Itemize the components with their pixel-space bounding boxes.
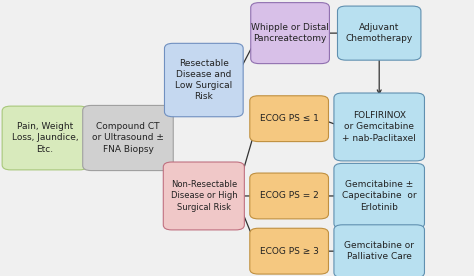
FancyBboxPatch shape	[250, 228, 328, 274]
FancyBboxPatch shape	[250, 173, 328, 219]
Text: Resectable
Disease and
Low Surgical
Risk: Resectable Disease and Low Surgical Risk	[175, 59, 232, 101]
FancyBboxPatch shape	[334, 225, 424, 276]
FancyBboxPatch shape	[334, 163, 424, 229]
FancyBboxPatch shape	[164, 43, 243, 117]
FancyBboxPatch shape	[337, 6, 421, 60]
Text: ECOG PS = 2: ECOG PS = 2	[260, 192, 319, 200]
Text: FOLFIRINOX
or Gemcitabine
+ nab-Paclitaxel: FOLFIRINOX or Gemcitabine + nab-Paclitax…	[342, 111, 416, 143]
FancyBboxPatch shape	[250, 96, 328, 142]
Text: ECOG PS ≥ 3: ECOG PS ≥ 3	[260, 247, 319, 256]
Text: Non-Resectable
Disease or High
Surgical Risk: Non-Resectable Disease or High Surgical …	[171, 180, 237, 212]
Text: ECOG PS ≤ 1: ECOG PS ≤ 1	[260, 114, 319, 123]
Text: Adjuvant
Chemotherapy: Adjuvant Chemotherapy	[346, 23, 413, 43]
Text: Gemcitabine ±
Capecitabine  or
Erlotinib: Gemcitabine ± Capecitabine or Erlotinib	[342, 180, 417, 212]
Text: Whipple or Distal
Pancreatectomy: Whipple or Distal Pancreatectomy	[251, 23, 329, 43]
Text: Pain, Weight
Loss, Jaundice,
Etc.: Pain, Weight Loss, Jaundice, Etc.	[12, 122, 78, 154]
Text: Compound CT
or Ultrasound ±
FNA Biopsy: Compound CT or Ultrasound ± FNA Biopsy	[92, 122, 164, 154]
FancyBboxPatch shape	[251, 3, 329, 64]
FancyBboxPatch shape	[2, 106, 88, 170]
FancyBboxPatch shape	[163, 162, 245, 230]
FancyBboxPatch shape	[83, 105, 173, 171]
Text: Gemcitabine or
Palliative Care: Gemcitabine or Palliative Care	[344, 241, 414, 261]
FancyBboxPatch shape	[334, 93, 424, 161]
